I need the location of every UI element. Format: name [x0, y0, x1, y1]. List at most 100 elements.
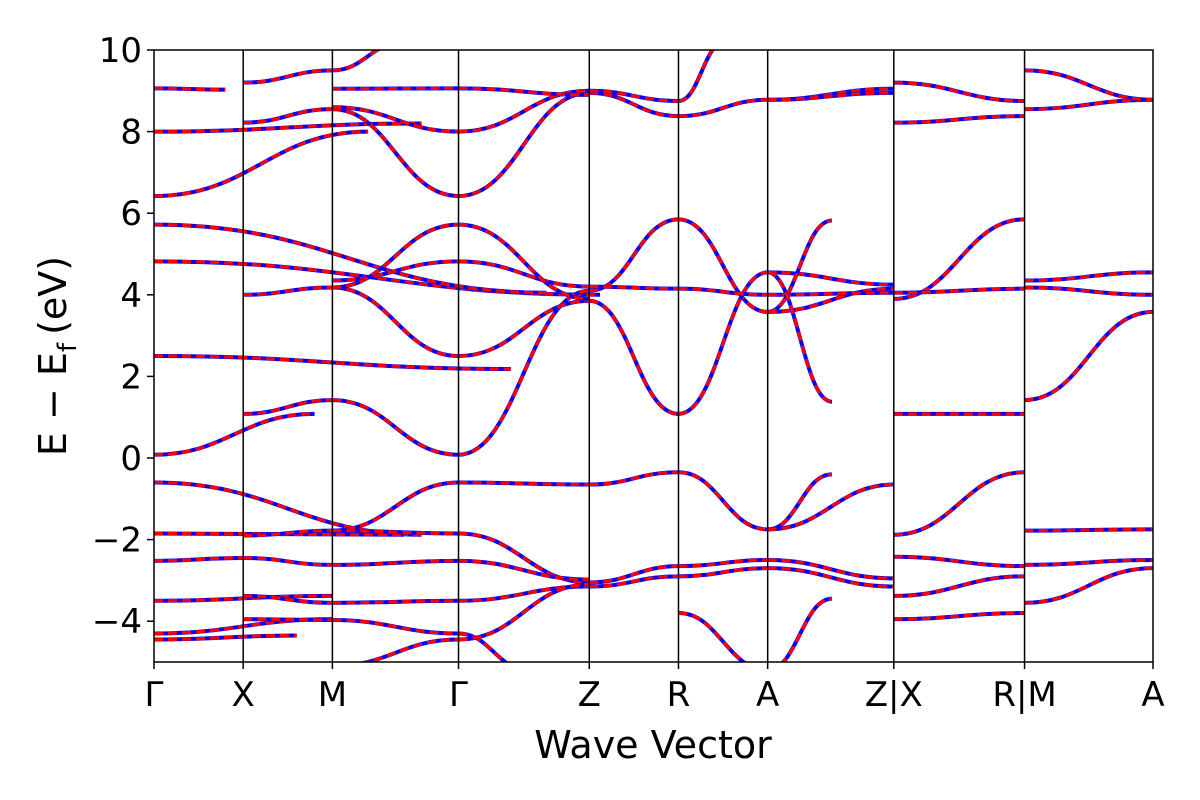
band-segment: [458, 631, 509, 662]
wannier-band-line: [154, 633, 297, 642]
wannier-band-line: [589, 299, 679, 416]
wannier-band-line: [767, 287, 894, 314]
y-tick-label: 0: [120, 439, 142, 479]
band-segment: [893, 574, 1025, 598]
y-tick-label: 6: [120, 194, 142, 234]
wannier-band-line: [332, 529, 459, 536]
band-segment: [767, 558, 894, 581]
band-segment: [1024, 566, 1153, 605]
band-segment: [767, 566, 894, 589]
band-segment: [589, 217, 679, 293]
plot-frame: [153, 49, 1154, 663]
band-segment: [780, 596, 833, 662]
band-segment: [678, 566, 768, 579]
band-segment: [332, 398, 459, 457]
band-segment: [678, 217, 768, 314]
band-segment: [1024, 309, 1153, 403]
band-segment: [893, 286, 1025, 295]
dft-band-line: [332, 50, 381, 73]
wannier-band-line: [589, 89, 679, 103]
band-segment: [458, 88, 590, 134]
dft-band-line: [1024, 68, 1153, 102]
wannier-band-line: [458, 91, 590, 198]
wannier-band-line: [458, 86, 590, 97]
wannier-band-line: [1024, 98, 1153, 111]
band-segment: [332, 285, 459, 358]
wannier-band-line: [332, 259, 459, 283]
band-segment: [767, 270, 833, 404]
wannier-band-line: [678, 558, 768, 568]
band-segment: [589, 88, 679, 103]
band-segment: [154, 129, 369, 199]
band-segment: [893, 114, 1025, 125]
band-segment: [678, 286, 768, 297]
wannier-band-line: [243, 107, 333, 125]
band-segment: [243, 285, 333, 297]
wannier-band-line: [458, 480, 590, 487]
wannier-band-line: [589, 564, 679, 585]
dft-band-line: [893, 574, 1025, 598]
band-segment: [589, 564, 679, 585]
wannier-band-line: [767, 482, 894, 531]
band-segment: [357, 637, 459, 662]
dft-band-line: [458, 631, 509, 662]
wannier-band-line: [1024, 527, 1153, 533]
x-tick-label: Z|X: [865, 675, 923, 715]
band-segment: [1024, 527, 1153, 533]
band-segment: [458, 298, 590, 358]
band-segment: [1024, 270, 1153, 283]
band-segment: [678, 270, 769, 416]
wannier-band-line: [332, 599, 459, 605]
wannier-band-line: [589, 285, 679, 291]
wannier-band-line: [154, 223, 547, 295]
wannier-band-line: [678, 217, 768, 314]
dft-band-line: [1024, 566, 1153, 605]
wannier-band-line: [332, 398, 459, 457]
band-segment: [458, 222, 590, 301]
band-segment: [154, 411, 315, 457]
band-segment: [893, 470, 1025, 537]
band-segment: [458, 86, 590, 97]
wannier-band-line: [243, 68, 333, 85]
wannier-band-line: [589, 470, 679, 487]
wannier-band-line: [678, 270, 768, 416]
wannier-band-line: [458, 89, 590, 134]
y-tick-label: 10: [99, 31, 142, 71]
wannier-band-line: [767, 218, 833, 314]
y-ticks: −4 −2 0 2 4 6 8 10: [92, 31, 154, 642]
wannier-band-line: [767, 270, 894, 287]
band-segment: [458, 288, 590, 457]
band-segment: [1024, 97, 1153, 112]
wannier-band-line: [154, 86, 226, 92]
band-segment: [154, 222, 547, 295]
dft-band-line: [332, 480, 459, 533]
wannier-band-line: [332, 480, 459, 533]
band-segment: [893, 217, 1025, 301]
band-segment: [332, 480, 459, 533]
wannier-band-line: [154, 531, 404, 537]
band-segment: [458, 558, 590, 582]
wannier-band-line: [332, 285, 459, 358]
wannier-band-line: [767, 566, 894, 589]
band-segment: [243, 68, 333, 85]
wannier-band-line: [458, 582, 590, 642]
x-tick-label: M: [318, 675, 347, 715]
wannier-band-line: [154, 354, 511, 371]
band-segment: [767, 482, 894, 532]
x-tick-label: A: [756, 675, 779, 715]
wannier-band-line: [1024, 558, 1153, 567]
band-segment: [458, 531, 590, 585]
dft-band-line: [678, 217, 768, 314]
wannier-band-line: [893, 574, 1025, 598]
wannier-band-line: [359, 637, 459, 662]
band-segment: [678, 611, 748, 662]
band-segment: [332, 222, 459, 290]
wannier-band-line: [767, 91, 894, 102]
y-axis-title-main: E − E: [31, 352, 75, 456]
wannier-band-line: [243, 285, 333, 297]
y-tick-label: 8: [120, 113, 142, 153]
band-segment: [458, 90, 590, 199]
wannier-band-line: [678, 566, 768, 578]
band-segment: [1024, 558, 1153, 567]
